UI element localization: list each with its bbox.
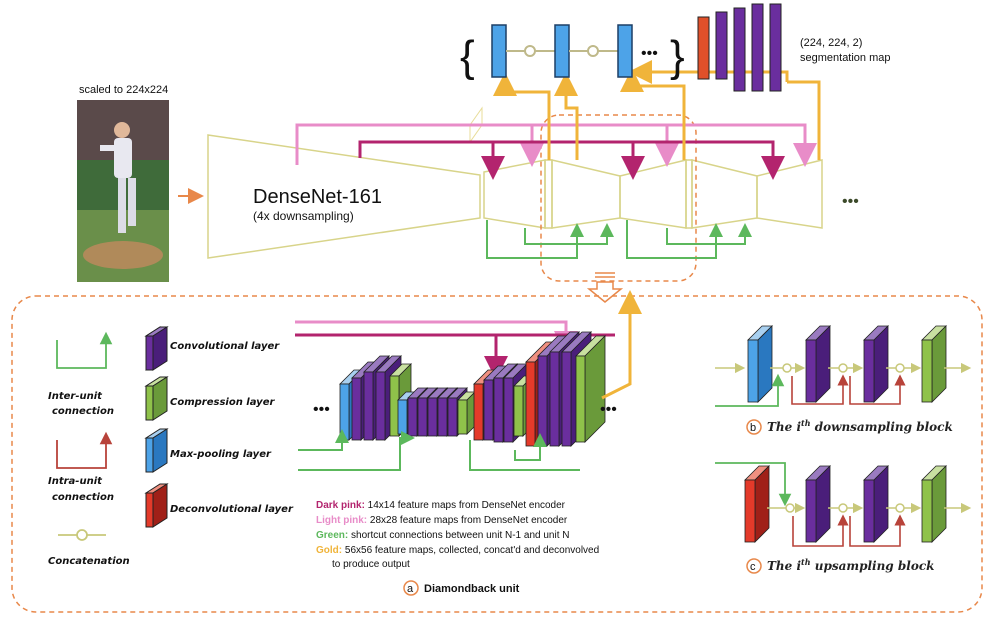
c-compression xyxy=(921,465,947,543)
caption-a-letter: a xyxy=(407,583,414,595)
note-gold-text-2: to produce output xyxy=(332,559,410,570)
c-concat-2 xyxy=(838,503,848,513)
svg-text:Dark pink: 14x14 feature maps: Dark pink: 14x14 feature maps from Dense… xyxy=(316,500,566,511)
c-intra-link-1 xyxy=(792,514,849,547)
legend-concatenation: Concatenation xyxy=(48,556,130,567)
note-dark-pink-key: Dark pink: xyxy=(316,500,365,511)
dark-pink-connections xyxy=(358,140,785,180)
unit-light-pink xyxy=(295,320,578,355)
b-inter-link xyxy=(715,373,785,407)
svg-text:Gold: 56x56 feature maps, coll: Gold: 56x56 feature maps, collected, con… xyxy=(316,545,599,556)
b-conv-2 xyxy=(863,325,889,403)
legend-conv-swatch xyxy=(144,326,169,371)
unit-highlight-box xyxy=(540,114,697,282)
unit-ellipsis-right: ••• xyxy=(600,401,617,418)
caption-c-letter: c xyxy=(750,561,756,573)
unit-layer-stack xyxy=(339,331,606,447)
c-concat-1 xyxy=(785,503,795,513)
detail-panel xyxy=(11,295,983,613)
b-concat-2 xyxy=(838,363,848,373)
caption-c-text: The ith upsampling block xyxy=(767,557,934,573)
brace-close: } xyxy=(670,32,685,81)
green-shortcut-loops xyxy=(486,220,752,259)
b-concat-1 xyxy=(782,363,792,373)
output-ellipsis: ••• xyxy=(641,45,658,62)
upsampling-block xyxy=(715,462,972,547)
legend-inter-unit-1: Inter-unit xyxy=(48,391,103,402)
caption-a-circle xyxy=(403,580,419,596)
caption-a-text: Diamondback unit xyxy=(424,583,520,595)
light-pink-connections xyxy=(295,123,817,167)
legend-intra-unit-2: connection xyxy=(52,492,114,503)
b-compression xyxy=(921,325,947,403)
legend-intra-unit-icon xyxy=(56,431,113,469)
c-conv-2 xyxy=(863,465,889,543)
trailing-dots: ••• xyxy=(842,193,859,210)
concat-circle-1 xyxy=(524,45,536,57)
output-blue-2 xyxy=(554,24,570,78)
output-blue-1 xyxy=(491,24,507,78)
concat-circle-2 xyxy=(587,45,599,57)
b-conv-1 xyxy=(805,325,831,403)
svg-text:Light pink: 28x28 feature maps: Light pink: 28x28 feature maps from Dens… xyxy=(316,515,568,526)
legend-conv: Convolutional layer xyxy=(170,341,280,352)
note-dark-pink-text: 14x14 feature maps from DenseNet encoder xyxy=(365,500,566,511)
scaled-label: scaled to 224x224 xyxy=(79,84,168,96)
caption-b-circle xyxy=(746,419,762,435)
note-gold-text: 56x56 feature maps, collected, concat'd … xyxy=(342,545,599,556)
legend-compression-swatch xyxy=(144,376,169,421)
output-deconv-stack xyxy=(697,3,782,92)
unit-layer-11 xyxy=(457,391,476,435)
legend-maxpool-swatch xyxy=(144,428,169,473)
brace-open: { xyxy=(460,32,475,81)
unit-ellipsis-left: ••• xyxy=(313,401,330,418)
note-green-text: shortcut connections between unit N-1 an… xyxy=(348,530,569,541)
c-intra-link-2 xyxy=(849,514,906,547)
c-inter-link xyxy=(715,462,792,507)
c-conv-1 xyxy=(805,465,831,543)
svg-text:Green: shortcut connections be: Green: shortcut connections between unit… xyxy=(316,530,569,541)
diamond-units xyxy=(483,159,823,229)
encoder-trapezoid xyxy=(207,134,481,259)
encoder-sub: (4x downsampling) xyxy=(253,209,354,223)
note-green-key: Green: xyxy=(316,530,348,541)
legend-concat-circle xyxy=(76,529,88,541)
note-gold-key: Gold: xyxy=(316,545,342,556)
c-concat-3 xyxy=(895,503,905,513)
legend-compression: Compression layer xyxy=(170,397,275,408)
unit-notes: Dark pink: 14x14 feature maps from Dense… xyxy=(316,500,599,570)
legend-deconv: Deconvolutional layer xyxy=(170,504,294,515)
output-dims: (224, 224, 2) xyxy=(800,37,862,49)
gold-output-connections xyxy=(493,60,821,160)
note-light-pink-text: 28x28 feature maps from DenseNet encoder xyxy=(367,515,568,526)
caption-c-circle xyxy=(746,558,762,574)
unit-layer-21 xyxy=(575,335,606,443)
caption-b-text: The ith downsampling block xyxy=(767,418,953,434)
note-light-pink-key: Light pink: xyxy=(316,515,367,526)
legend-deconv-swatch xyxy=(144,483,169,528)
encoder-name: DenseNet-161 xyxy=(253,186,382,208)
zoom-arrow xyxy=(586,272,624,303)
legend-inter-unit-icon xyxy=(56,331,113,369)
c-deconv xyxy=(744,465,770,543)
b-maxpool xyxy=(747,325,773,403)
input-photo xyxy=(77,100,169,282)
b-concat-3 xyxy=(895,363,905,373)
legend-maxpool: Max-pooling layer xyxy=(170,449,272,460)
b-intra-link-2 xyxy=(849,374,906,405)
unit-green-shortcuts xyxy=(298,429,580,471)
legend-inter-unit-2: connection xyxy=(52,406,114,417)
unit-gold-out xyxy=(601,290,642,400)
b-intra-link-1 xyxy=(791,374,849,405)
downsampling-block xyxy=(715,325,972,407)
output-blue-3 xyxy=(617,24,633,78)
legend-intra-unit-1: Intra-unit xyxy=(48,476,103,487)
output-label: segmentation map xyxy=(800,52,891,64)
caption-b-letter: b xyxy=(750,422,756,434)
